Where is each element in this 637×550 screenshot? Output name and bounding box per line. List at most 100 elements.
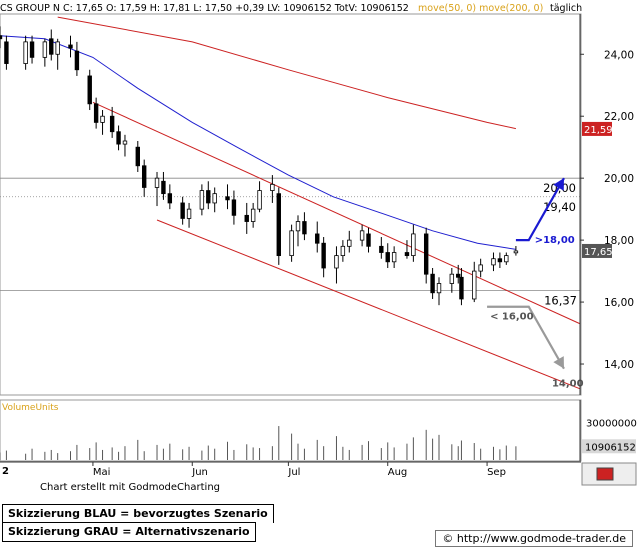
ma200-line xyxy=(57,16,517,130)
scenario-label-alternative-1: < 16,00 xyxy=(490,312,534,323)
volume-panel-frame xyxy=(0,399,582,462)
axis-marker-box xyxy=(582,243,612,258)
legend-primary-scenario: Skizzierung BLAU = bevorzugtes Szenario xyxy=(2,504,274,523)
chart-header-text: CS GROUP N C: 17,65 O: 17,59 H: 17,81 L:… xyxy=(0,3,409,14)
scenario-arrows: >18,00 < 16,00 14,00 xyxy=(487,177,584,390)
ma50-line xyxy=(0,35,516,250)
settings-icon xyxy=(596,467,614,481)
candle-body xyxy=(141,165,147,188)
copyright-icon: © xyxy=(442,532,454,545)
price-axis-label: 22,00 xyxy=(604,111,634,123)
axis-marker-label: 17,65 xyxy=(584,247,613,258)
candle-body xyxy=(180,202,185,219)
level-label: 19,40 xyxy=(543,200,576,214)
candle-body xyxy=(206,190,211,204)
candle-body xyxy=(135,146,140,167)
time-axis-label: Aug xyxy=(388,467,408,478)
candle-body xyxy=(459,276,464,300)
channel-line-upper xyxy=(92,101,581,325)
candle-body xyxy=(74,50,80,71)
scenario-arrow-primary xyxy=(515,177,565,242)
candle-body xyxy=(385,252,390,263)
price-axis-label: 24,00 xyxy=(604,49,634,61)
time-axis-label: Jun xyxy=(191,467,208,478)
candle-body xyxy=(231,199,237,216)
volume-marker-label: 10906152 xyxy=(585,442,636,453)
level-label: 16,37 xyxy=(544,294,577,308)
candle-body xyxy=(4,41,9,64)
candle-body xyxy=(212,193,217,204)
candle-body xyxy=(497,258,503,263)
candle-body xyxy=(340,245,346,257)
candle-body xyxy=(244,214,249,222)
price-axis-label: 20,00 xyxy=(604,173,634,185)
candle-body xyxy=(161,180,166,195)
chart-header-ma: move(50, 0) move(200, 0) xyxy=(418,3,543,14)
candle-body xyxy=(366,233,371,247)
scenario-label-alternative-2: 14,00 xyxy=(552,379,584,390)
scenario-arrowhead-alternative xyxy=(553,356,564,369)
candle-body xyxy=(0,35,3,40)
volume-axis-label: 30000000 xyxy=(586,418,637,429)
scenario-arrow-alternative xyxy=(487,305,565,370)
candle-body xyxy=(199,190,205,210)
scenario-arrowhead-primary xyxy=(553,178,564,191)
candle-body xyxy=(430,273,435,294)
candle-body xyxy=(250,208,256,222)
legend-alternative-scenario: Skizzierung GRAU = Alternativszenario xyxy=(2,522,256,542)
candle-body xyxy=(225,196,230,201)
candle-body xyxy=(411,233,416,257)
candle-body xyxy=(449,273,455,284)
candle-body xyxy=(276,193,281,257)
channel-line-lower xyxy=(156,219,581,390)
candle-body xyxy=(478,264,483,272)
time-axis-label: Mai xyxy=(93,467,111,478)
website-link[interactable]: © http://www.godmode-trader.de xyxy=(435,530,633,547)
axis-marker-box xyxy=(582,121,612,136)
price-axis-label: 14,00 xyxy=(604,359,634,371)
candle-body xyxy=(100,115,105,123)
volume-bars xyxy=(0,426,517,460)
candle-body xyxy=(167,193,173,204)
candle-body xyxy=(513,250,519,254)
candle-body xyxy=(456,273,461,278)
candle-body xyxy=(423,233,429,275)
candle-body xyxy=(109,115,115,133)
candle-body xyxy=(491,258,496,266)
trend-channel xyxy=(92,101,581,390)
candle-body xyxy=(379,245,384,253)
candle-body xyxy=(436,283,442,294)
candle-body xyxy=(116,131,121,145)
candle-body xyxy=(504,255,509,263)
candle-body xyxy=(270,183,275,191)
axis-marker-label: 21,59 xyxy=(584,125,613,136)
candle-body xyxy=(359,230,365,241)
candle-body xyxy=(87,75,92,105)
volume-axis: 30000000 10906152 xyxy=(579,400,637,461)
time-axis-label: Jul xyxy=(287,467,300,478)
candle-body xyxy=(295,221,301,232)
moving-averages xyxy=(0,16,517,250)
price-panel: CS GROUP N C: 17,65 O: 17,59 H: 17,81 L:… xyxy=(0,3,634,396)
candle-body xyxy=(391,252,397,263)
price-axis-label: 16,00 xyxy=(604,297,634,309)
candle-body xyxy=(289,230,294,257)
candle-body xyxy=(42,41,48,58)
volume-marker-box xyxy=(582,439,636,454)
candle-body xyxy=(186,208,192,219)
time-axis-label: Sep xyxy=(487,467,506,478)
time-axis-leading-label: 2 xyxy=(2,466,9,477)
candle-body xyxy=(122,140,128,145)
time-axis: 2 Mai Jun Jul Aug Sep xyxy=(0,461,581,478)
candle-body xyxy=(334,255,339,269)
candle-body xyxy=(29,41,35,58)
settings-button[interactable] xyxy=(581,462,637,486)
candlestick-series xyxy=(0,26,519,306)
candle-body xyxy=(472,270,477,300)
candle-body xyxy=(93,103,99,123)
candle-body xyxy=(315,233,320,244)
volume-title: VolumeUnits xyxy=(2,403,59,413)
candle-body xyxy=(404,252,410,257)
